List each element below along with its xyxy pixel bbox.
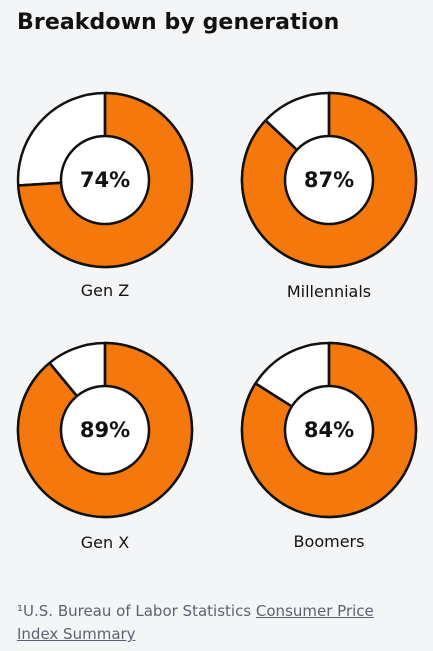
donut-category-label: Millennials [286, 282, 372, 301]
donut-hole [59, 384, 151, 476]
donut-end-divider [264, 119, 298, 151]
chart-title: Breakdown by generation [17, 10, 340, 35]
footnote: ¹U.S. Bureau of Labor Statistics Consume… [17, 600, 417, 646]
donut-category-label: Gen Z [80, 281, 130, 300]
footnote-source: ¹U.S. Bureau of Labor Statistics [17, 602, 256, 620]
donut-end-divider [254, 382, 293, 408]
donut-hole [283, 134, 375, 226]
donut-chart: 74% [16, 91, 194, 269]
donut-millennials: 87% Millennials [229, 80, 429, 310]
donut-hole [283, 384, 375, 476]
donut-category-label: Boomers [293, 532, 365, 551]
donut-value-label: 89% [80, 418, 130, 442]
donut-chart: 84% [240, 341, 418, 519]
donut-value-label: 84% [304, 418, 354, 442]
donut-value-label: 87% [304, 168, 354, 192]
donut-category-label: Gen X [80, 533, 130, 552]
donut-hole [59, 134, 151, 226]
donut-gen-z: 74% Gen Z [5, 80, 205, 310]
donut-arc [16, 341, 194, 519]
donut-chart: 89% [16, 341, 194, 519]
donut-boomers: 84% Boomers [229, 330, 429, 560]
donut-gen-x: 89% Gen X [5, 330, 205, 560]
donut-end-divider [48, 362, 78, 397]
footnote-link[interactable]: Consumer Price Index Summary [17, 602, 374, 643]
donut-chart: 87% [240, 91, 418, 269]
donut-value-label: 74% [80, 168, 130, 192]
donut-end-divider [18, 181, 62, 187]
